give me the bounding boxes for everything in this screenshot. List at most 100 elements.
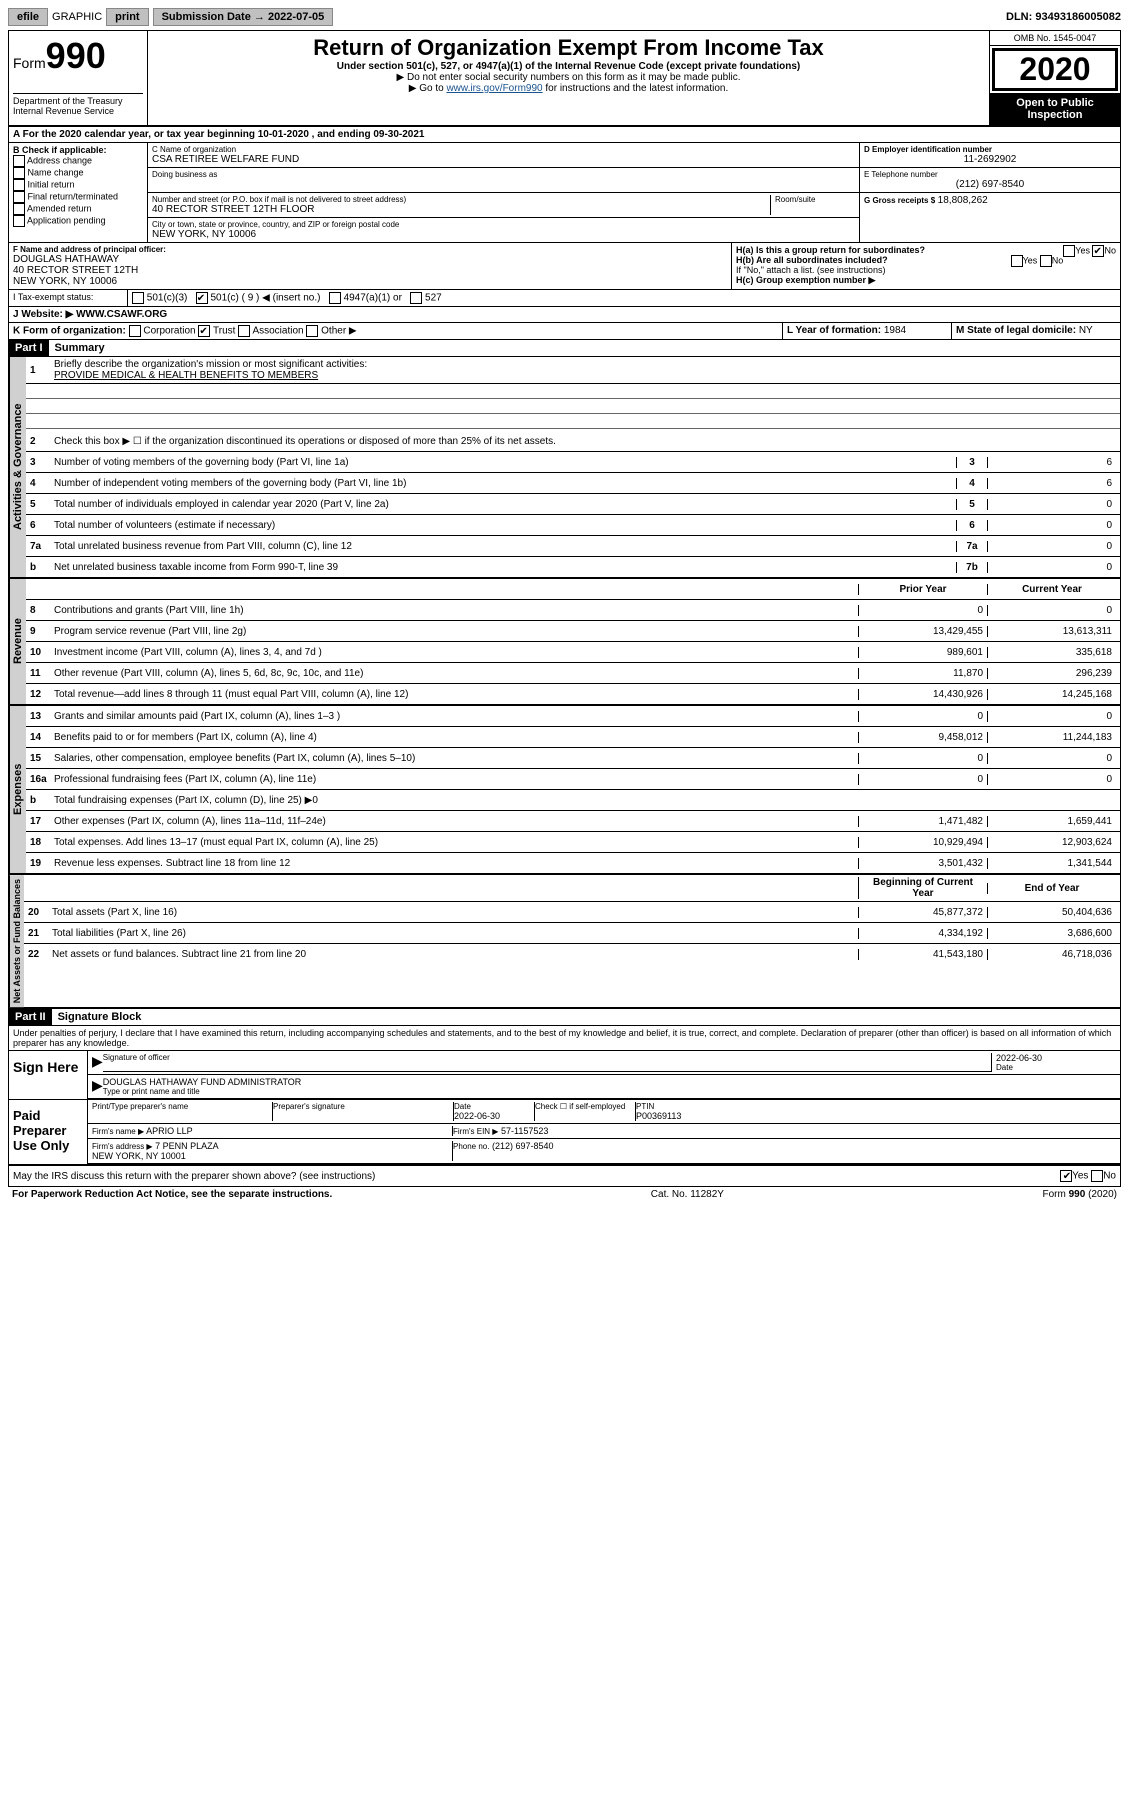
summary-row: 17Other expenses (Part IX, column (A), l… (26, 811, 1120, 832)
side-exp: Expenses (9, 706, 26, 873)
4947-check[interactable] (329, 292, 341, 304)
sub-no-check[interactable] (1040, 255, 1052, 267)
amended-return-check[interactable] (13, 203, 25, 215)
summary-row: 6Total number of volunteers (estimate if… (26, 515, 1120, 536)
final-return-check[interactable] (13, 191, 25, 203)
tax-year-range: A For the 2020 calendar year, or tax yea… (9, 127, 1120, 143)
submission-date: Submission Date → 2022-07-05 (153, 8, 334, 26)
prep-date: 2022-06-30 (454, 1111, 534, 1121)
form-number: Form 990 (13, 35, 143, 77)
group-no-check[interactable] (1092, 245, 1104, 257)
sub-yes-check[interactable] (1011, 255, 1023, 267)
officer-addr2: NEW YORK, NY 10006 (13, 276, 727, 287)
line2-text: Check this box ▶ ☐ if the organization d… (54, 436, 1116, 447)
firm-phone: (212) 697-8540 (492, 1141, 554, 1151)
sig-officer-label: Signature of officer (103, 1053, 991, 1062)
mission-text: PROVIDE MEDICAL & HEALTH BENEFITS TO MEM… (54, 370, 318, 381)
trust-check[interactable] (198, 325, 210, 337)
topbar: efile GRAPHIC print Submission Date → 20… (8, 8, 1121, 26)
print-button[interactable]: print (106, 8, 148, 26)
graphic-label: GRAPHIC (52, 11, 102, 23)
summary-row: 16aProfessional fundraising fees (Part I… (26, 769, 1120, 790)
discuss-text: May the IRS discuss this return with the… (13, 1171, 996, 1182)
group-yes-check[interactable] (1063, 245, 1075, 257)
assoc-check[interactable] (238, 325, 250, 337)
perjury-text: Under penalties of perjury, I declare th… (9, 1026, 1120, 1051)
city-label: City or town, state or province, country… (152, 220, 855, 229)
check-b-label: B Check if applicable: (13, 145, 143, 155)
ein-value: 11-2692902 (864, 154, 1116, 165)
firm-ein: 57-1157523 (501, 1126, 548, 1136)
room-label: Room/suite (770, 195, 855, 215)
city-value: NEW YORK, NY 10006 (152, 229, 855, 240)
website-value: WWW.CSAWF.ORG (76, 309, 167, 320)
summary-row: 11Other revenue (Part VIII, column (A), … (26, 663, 1120, 684)
h-b-label: H(b) Are all subordinates included? (736, 255, 888, 265)
prep-name-label: Print/Type preparer's name (92, 1102, 273, 1121)
paid-preparer-label: Paid Preparer Use Only (9, 1100, 88, 1164)
form-990: Form 990 Department of the Treasury Inte… (8, 30, 1121, 1187)
part-2-title: Signature Block (52, 1009, 148, 1025)
sig-date: 2022-06-30 (996, 1053, 1116, 1063)
footer-mid: Cat. No. 11282Y (651, 1189, 724, 1200)
state-m-val: NY (1079, 325, 1093, 336)
header-subtitle: Under section 501(c), 527, or 4947(a)(1)… (152, 61, 985, 72)
ein-label: D Employer identification number (864, 145, 1116, 154)
header-inst1: ▶ Do not enter social security numbers o… (152, 72, 985, 83)
summary-row: 4Number of independent voting members of… (26, 473, 1120, 494)
mission-label: Briefly describe the organization's miss… (54, 359, 367, 370)
gross-value: 18,808,262 (938, 195, 988, 206)
summary-row: 10Investment income (Part VIII, column (… (26, 642, 1120, 663)
501c3-check[interactable] (132, 292, 144, 304)
summary-row: 22Net assets or fund balances. Subtract … (24, 944, 1120, 964)
part-1-title: Summary (49, 340, 111, 356)
year-l-val: 1984 (884, 325, 906, 336)
org-name: CSA RETIREE WELFARE FUND (152, 154, 855, 165)
end-year-hdr: End of Year (987, 883, 1116, 894)
website-label: J Website: ▶ (13, 309, 73, 320)
officer-label: F Name and address of principal officer: (13, 245, 727, 254)
discuss-no-check[interactable] (1091, 1170, 1103, 1182)
summary-row: 19Revenue less expenses. Subtract line 1… (26, 853, 1120, 873)
open-inspection: Open to Public Inspection (990, 93, 1120, 125)
other-check[interactable] (306, 325, 318, 337)
check-applicable: B Check if applicable: Address change Na… (9, 143, 148, 242)
summary-row: 14Benefits paid to or for members (Part … (26, 727, 1120, 748)
sign-here-label: Sign Here (9, 1051, 88, 1099)
application-pending-check[interactable] (13, 215, 25, 227)
dln-value: DLN: 93493186005082 (1006, 11, 1121, 23)
addr-change-check[interactable] (13, 155, 25, 167)
summary-row: 13Grants and similar amounts paid (Part … (26, 706, 1120, 727)
discuss-yes-check[interactable] (1060, 1170, 1072, 1182)
part-2-header: Part II (9, 1009, 52, 1025)
summary-row: 7aTotal unrelated business revenue from … (26, 536, 1120, 557)
tax-year: 2020 (992, 48, 1118, 91)
firm-name: APRIO LLP (146, 1126, 193, 1136)
501c-check[interactable] (196, 292, 208, 304)
officer-name: DOUGLAS HATHAWAY (13, 254, 727, 265)
corp-check[interactable] (129, 325, 141, 337)
arrow-icon: ▶ (92, 1077, 103, 1096)
sig-date-label: Date (996, 1063, 1116, 1072)
summary-row: 12Total revenue—add lines 8 through 11 (… (26, 684, 1120, 704)
officer-addr1: 40 RECTOR STREET 12TH (13, 265, 727, 276)
prep-sig-label: Preparer's signature (273, 1102, 454, 1121)
dba-label: Doing business as (152, 170, 855, 179)
prior-year-hdr: Prior Year (858, 584, 987, 595)
side-rev: Revenue (9, 579, 26, 704)
part-1-header: Part I (9, 340, 49, 356)
arrow-icon: ▶ (92, 1053, 103, 1072)
name-change-check[interactable] (13, 167, 25, 179)
efile-button[interactable]: efile (8, 8, 48, 26)
h-a-label: H(a) Is this a group return for subordin… (736, 245, 925, 255)
beg-year-hdr: Beginning of Current Year (858, 877, 987, 899)
initial-return-check[interactable] (13, 179, 25, 191)
street-label: Number and street (or P.O. box if mail i… (152, 195, 770, 204)
header-title: Return of Organization Exempt From Incom… (152, 35, 985, 61)
irs-link[interactable]: www.irs.gov/Form990 (446, 83, 542, 94)
firm-addr2: NEW YORK, NY 10001 (92, 1151, 186, 1161)
dept-treasury: Department of the Treasury Internal Reve… (13, 93, 143, 116)
summary-row: 3Number of voting members of the governi… (26, 452, 1120, 473)
527-check[interactable] (410, 292, 422, 304)
firm-addr1: 7 PENN PLAZA (155, 1141, 219, 1151)
